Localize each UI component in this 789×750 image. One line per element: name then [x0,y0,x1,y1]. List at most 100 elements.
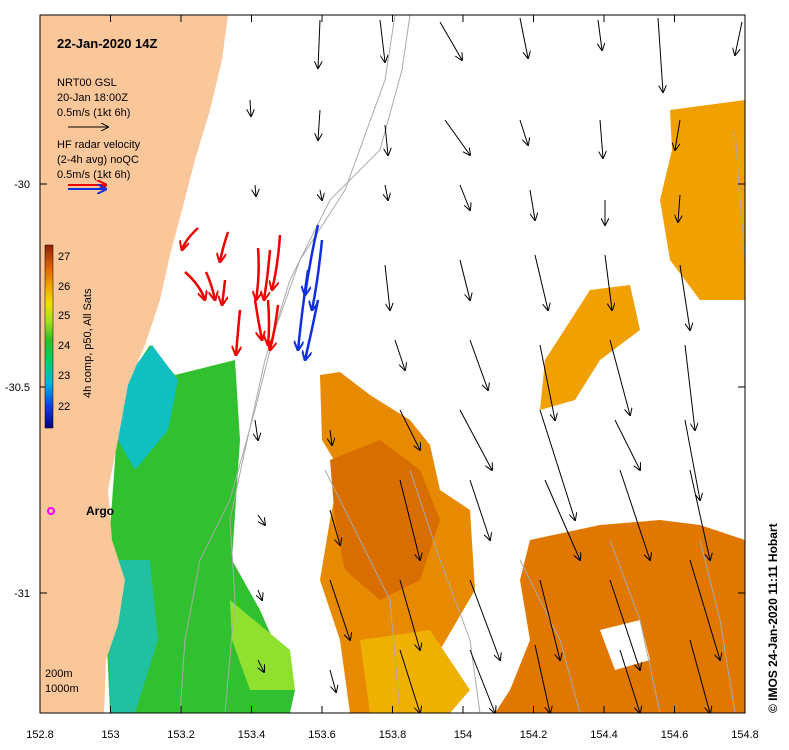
model-vector [689,469,710,560]
model-legend: NRT00 GSL 20-Jan 18:00Z 0.5m/s (1kt 6h) [57,77,130,127]
model-vector [469,579,500,660]
radar-label-line2: (2-4h avg) noQC [57,154,139,166]
x-tick-label: 153.2 [167,729,195,741]
model-vector [684,344,695,430]
x-tick-label: 154 [454,729,472,741]
model-vector [329,669,336,692]
model-vector [529,189,535,220]
model-time: 20-Jan 18:00Z [57,92,128,104]
model-vector [329,509,340,545]
model-vector [439,21,462,60]
model-vector [399,649,420,713]
model-label: NRT00 GSL [57,77,117,89]
model-vector [469,339,488,390]
hf-radar-vectors-red [182,227,282,355]
colorbar-tick: 24 [58,340,70,352]
model-vector [469,479,490,540]
x-tick-label: 153 [101,729,119,741]
model-vector [255,184,256,196]
sst-cyan-patch [118,345,178,470]
x-tick-label: 154.4 [590,729,618,741]
x-tick-label: 152.8 [26,729,54,741]
isobath-contours [179,15,745,713]
model-vector [604,254,612,310]
model-vector [657,17,663,92]
model-vector [459,409,492,470]
model-vector [598,19,602,50]
x-tick-label: 154.6 [661,729,689,741]
model-vector [678,194,680,222]
model-vector [250,99,251,116]
frame-ticks [39,15,746,713]
model-vector [609,579,640,670]
colorbar-tick: 25 [58,310,70,322]
model-vector [385,124,388,155]
colorbar-gradient [44,244,54,429]
depth-label-1000m: 1000m [45,683,79,695]
model-vector [614,419,640,470]
model-vector [539,409,575,520]
colorbar-label: 4h comp, p50, All Sats [82,288,94,398]
y-axis-labels: -30 -30.5 -31 [5,179,30,600]
model-vector [320,189,322,200]
model-vector [600,119,603,158]
model-vector [679,264,690,330]
model-vector [399,479,420,560]
model-vector [257,514,265,525]
radar-scale: 0.5m/s (1kt 6h) [57,169,130,181]
radar-label-line1: HF radar velocity [57,139,141,151]
sst-yellow-south [360,630,470,713]
argo-float-marker [47,507,55,515]
model-vector [394,339,405,370]
model-vector [619,469,650,560]
model-vector [329,579,350,640]
y-tick-label: -31 [14,588,30,600]
x-tick-label: 153.6 [308,729,336,741]
model-vector [534,644,550,713]
model-vector [385,184,388,200]
model-vector [689,559,720,660]
sst-lime-patch [230,600,295,690]
model-vector [330,429,332,445]
model-vector [384,264,390,310]
map-title: 22-Jan-2020 14Z [57,36,158,51]
sst-white-gap [600,620,650,670]
model-vector [534,254,548,310]
colorbar-tick: 27 [58,251,70,263]
model-vector [619,649,640,713]
model-vector [258,659,264,672]
sst-colorbar: 27 26 25 24 23 22 4h comp, p50, All Sats [44,244,94,429]
sst-orange-core-west [330,440,440,600]
x-tick-label: 154.8 [731,729,759,741]
model-vector [318,19,320,68]
model-vector [684,419,700,500]
model-scale: 0.5m/s (1kt 6h) [57,107,130,119]
model-vector [689,639,710,713]
model-vector [399,409,420,450]
depth-label-200m: 200m [45,668,73,680]
y-tick-label: -30 [14,179,30,191]
model-vector [735,21,743,55]
model-vector [469,649,495,713]
colorbar-tick: 22 [58,401,70,413]
sst-orange-mid [540,285,640,410]
sst-orange-east-south [495,520,745,713]
model-vector [255,419,258,440]
model-vector [539,579,560,660]
argo-label: Argo [86,504,114,518]
model-vector [318,109,320,140]
colorbar-tick: 26 [58,281,70,293]
model-vector [379,19,385,62]
model-vector [258,589,262,600]
model-vector [459,184,470,210]
model-vector [519,17,528,58]
model-vector [675,119,681,150]
x-tick-label: 153.8 [379,729,407,741]
imos-credit: © IMOS 24-Jan-2020 11:11 Hobart [766,523,780,713]
x-axis-labels: 152.8 153 153.2 153.4 153.6 153.8 154 15… [26,729,759,741]
y-tick-label: -30.5 [5,382,30,394]
hf-radar-vectors-blue [298,224,324,360]
model-vector [444,119,470,155]
x-tick-label: 153.4 [238,729,266,741]
